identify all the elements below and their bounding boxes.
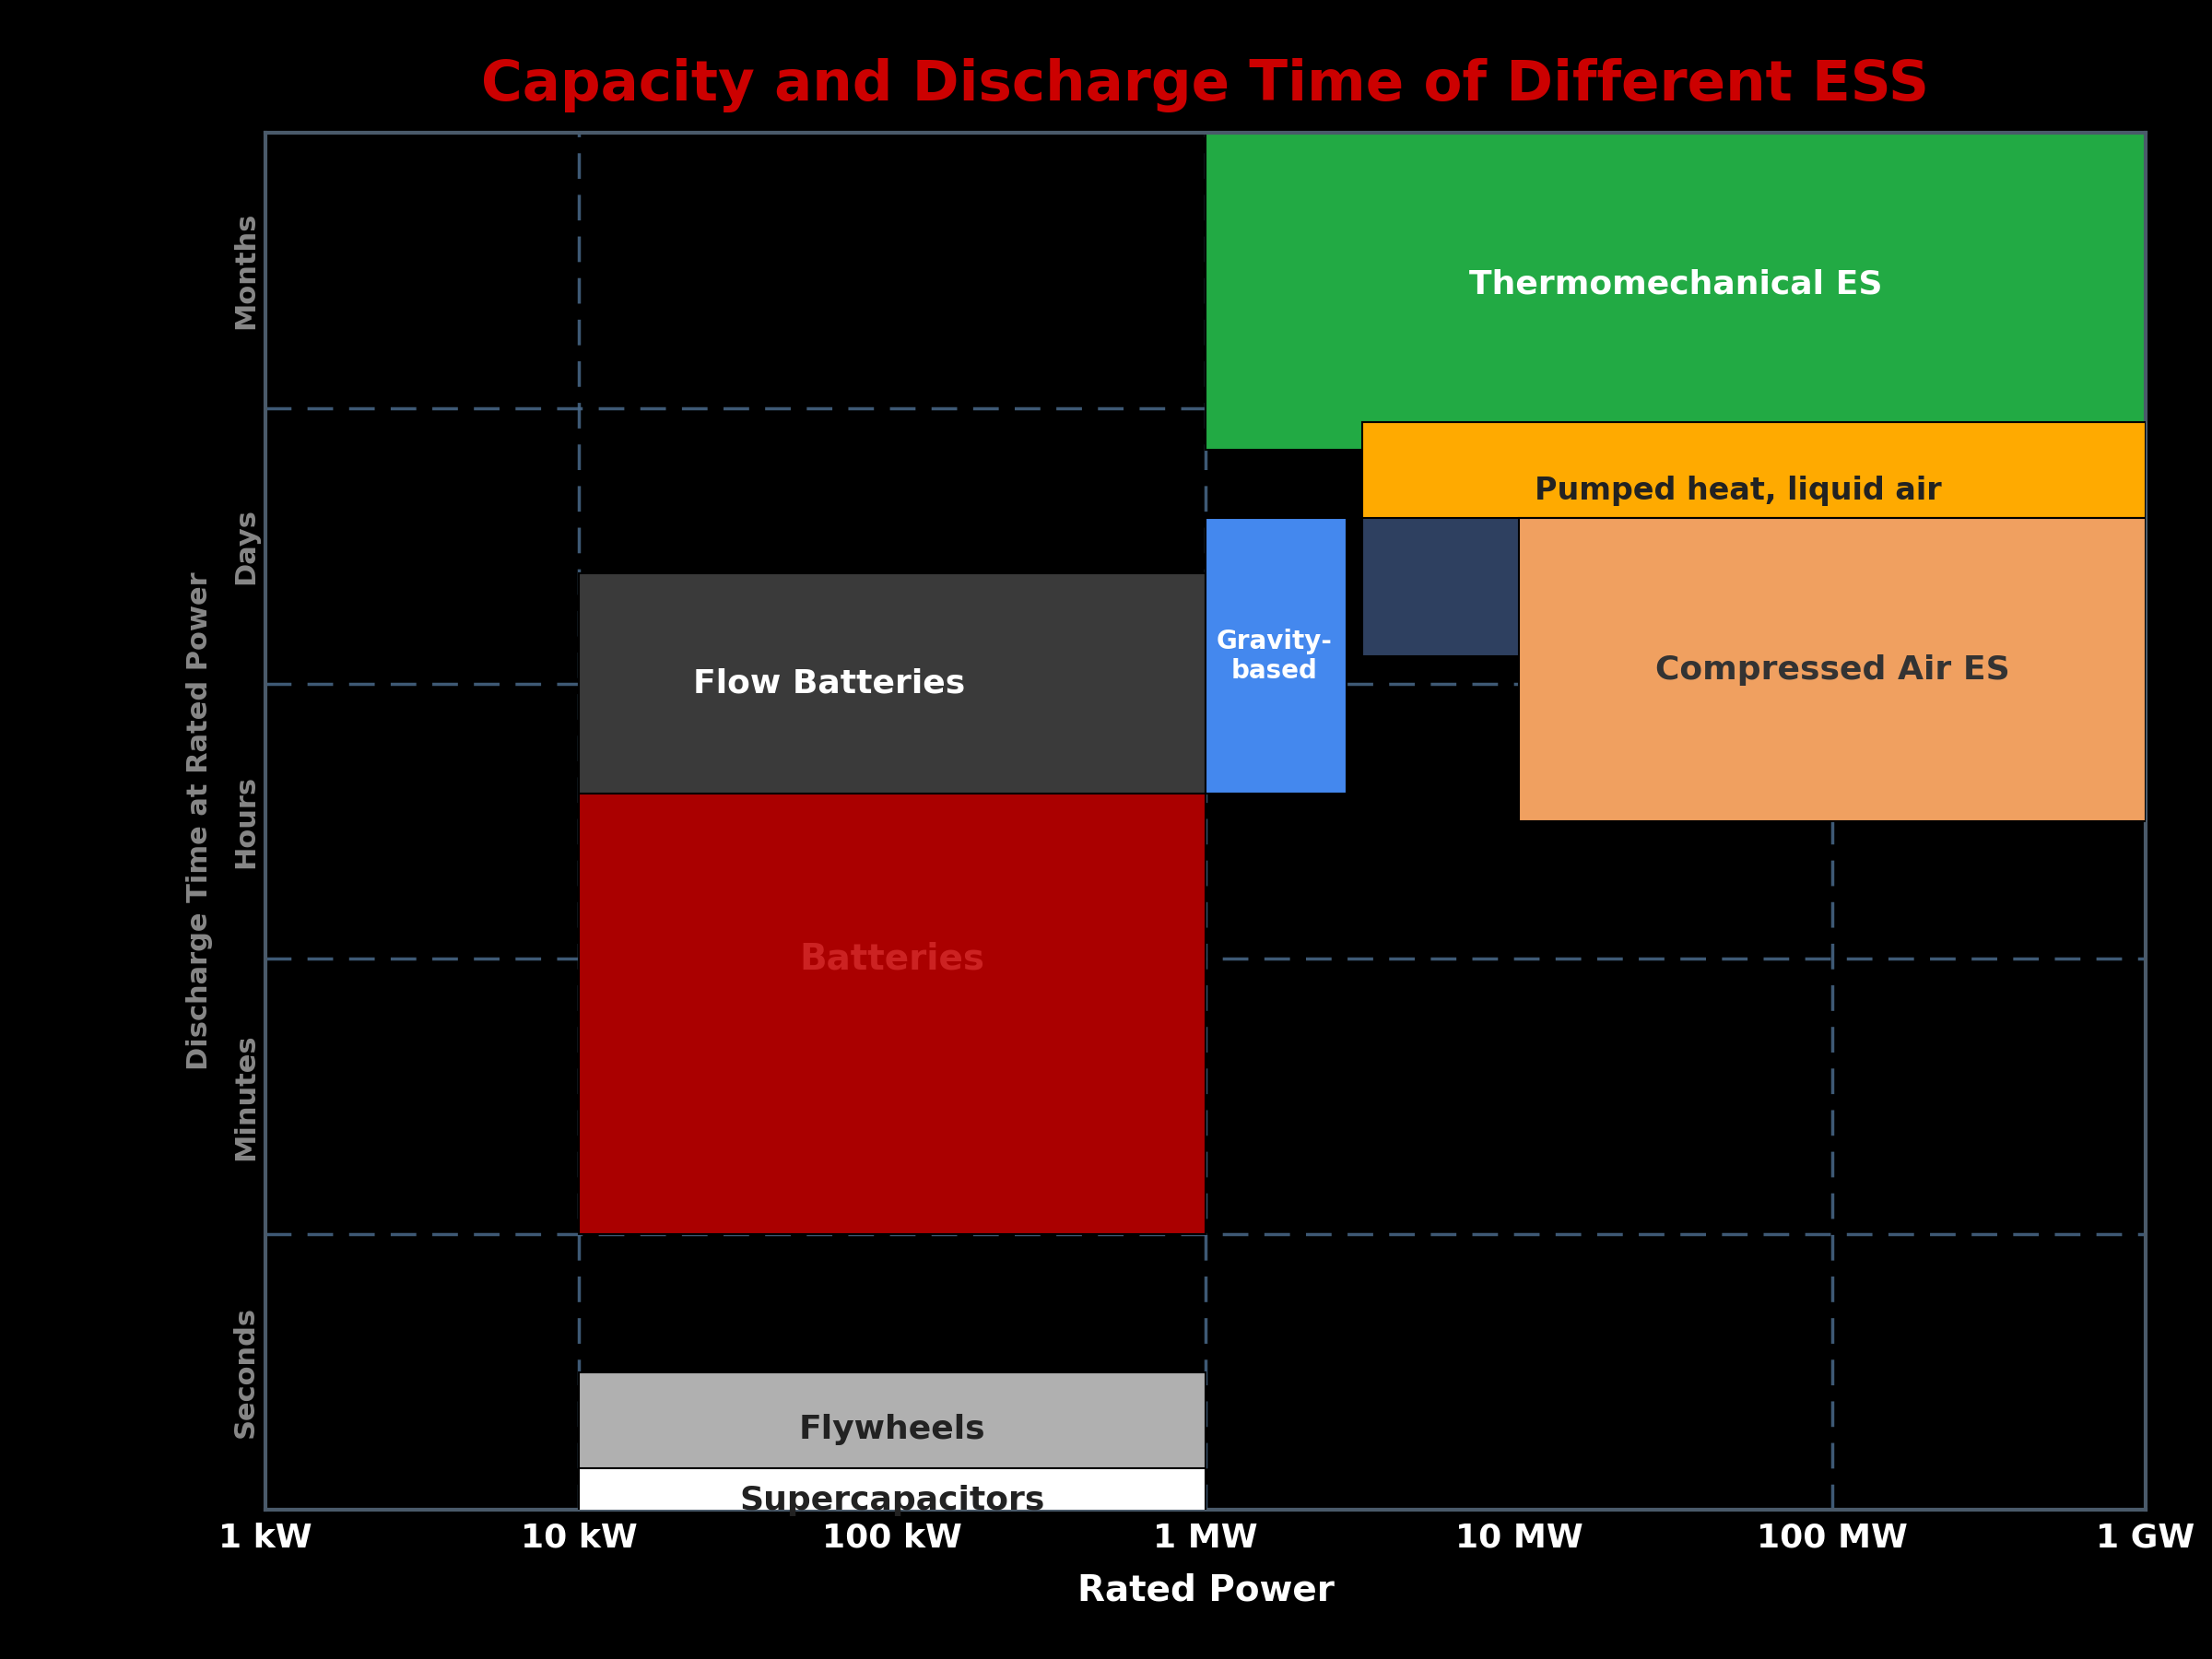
- Text: Pumped heat, liquid air: Pumped heat, liquid air: [1535, 476, 1942, 506]
- Text: Flywheels: Flywheels: [799, 1413, 987, 1445]
- Bar: [580, 642, 1206, 1234]
- Bar: [580, 1468, 1206, 1531]
- Text: Supercapacitors: Supercapacitors: [739, 1485, 1044, 1516]
- Bar: [1363, 421, 2146, 559]
- Bar: [1363, 518, 2146, 655]
- Text: Gravity-
based: Gravity- based: [1217, 629, 1332, 684]
- Text: Thermomechanical ES: Thermomechanical ES: [1469, 269, 1882, 300]
- X-axis label: Rated Power: Rated Power: [1077, 1573, 1334, 1608]
- Y-axis label: Discharge Time at Rated Power: Discharge Time at Rated Power: [186, 572, 212, 1070]
- Bar: [580, 574, 1206, 793]
- Bar: [1520, 518, 2146, 821]
- Text: Compressed Air ES: Compressed Air ES: [1655, 654, 2008, 685]
- Bar: [1206, 518, 1347, 793]
- Title: Capacity and Discharge Time of Different ESS: Capacity and Discharge Time of Different…: [482, 58, 1929, 113]
- Text: Batteries: Batteries: [799, 941, 984, 977]
- Text: Pumped Hydro: Pumped Hydro: [1610, 572, 1867, 602]
- Bar: [1206, 119, 2146, 450]
- Text: Flow Batteries: Flow Batteries: [692, 669, 967, 698]
- Bar: [580, 1372, 1206, 1488]
